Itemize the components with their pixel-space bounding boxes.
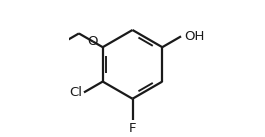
Text: F: F <box>129 122 136 135</box>
Text: OH: OH <box>184 30 204 43</box>
Text: O: O <box>88 35 98 48</box>
Text: Cl: Cl <box>70 86 83 99</box>
